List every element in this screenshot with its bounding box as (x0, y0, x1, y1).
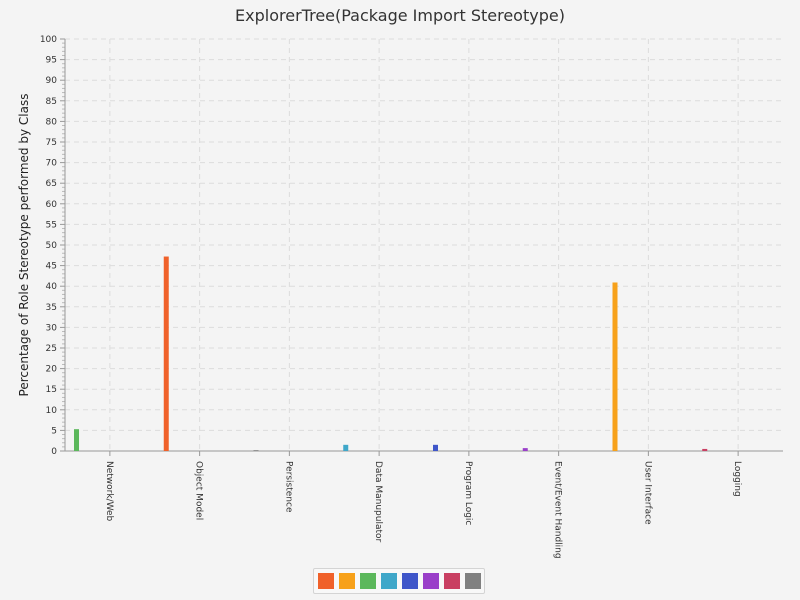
bar (343, 444, 349, 451)
y-tick-label: 70 (46, 159, 58, 169)
y-tick-label: 30 (46, 323, 58, 333)
x-tick-label: Object Model (194, 461, 204, 520)
y-tick-label: 0 (51, 447, 57, 457)
chart-title: ExplorerTree(Package Import Stereotype) (235, 6, 565, 25)
y-tick-label: 5 (51, 426, 57, 436)
grid-lines (65, 38, 783, 452)
legend-swatch (359, 573, 376, 589)
y-tick-label: 10 (46, 406, 58, 416)
bars (74, 256, 708, 451)
y-tick-label: 75 (46, 138, 57, 148)
legend-swatch (464, 573, 481, 589)
y-tick-label: 100 (40, 35, 57, 45)
y-tick-label: 90 (46, 76, 58, 86)
legend-swatch (338, 573, 355, 589)
x-tick-label: Event/Event Handling (553, 461, 563, 559)
bar (612, 282, 618, 451)
y-tick-label: 95 (46, 56, 57, 66)
y-tick-label: 25 (46, 344, 57, 354)
bar (702, 448, 708, 451)
y-tick-label: 20 (46, 365, 58, 375)
x-tick-label: Logging (732, 461, 742, 497)
x-tick-label: Program Logic (463, 461, 473, 525)
y-tick-label: 15 (46, 385, 57, 395)
axes (60, 38, 783, 456)
bar (253, 450, 259, 451)
y-tick-label: 85 (46, 97, 57, 107)
y-tick-label: 80 (46, 117, 58, 127)
bar (522, 448, 528, 451)
y-tick-label: 35 (46, 303, 57, 313)
bar (163, 256, 169, 451)
x-tick-label: Persistence (283, 461, 293, 513)
legend-swatch (317, 573, 334, 589)
legend-swatch (443, 573, 460, 589)
legend-swatch (401, 573, 418, 589)
y-axis-label: Percentage of Role Stereotype performed … (17, 94, 31, 397)
bar (74, 429, 79, 451)
x-tick-label: User Interface (642, 461, 652, 525)
y-tick-label: 40 (46, 282, 58, 292)
x-tick-label: Data Manupulator (373, 461, 383, 543)
legend (313, 568, 485, 594)
y-tick-label: 55 (46, 220, 57, 230)
legend-swatch (380, 573, 397, 589)
legend-swatch (422, 573, 439, 589)
y-tick-label: 45 (46, 262, 57, 272)
y-tick-label: 50 (46, 241, 58, 251)
bar (433, 444, 438, 451)
x-tick-label: Network/Web (104, 461, 114, 522)
y-tick-label: 65 (46, 179, 57, 189)
tick-labels: 0 5 10 15 20 25 30 35 40 45 50 55 60 65 70 75 80 85 90 95 10… (40, 35, 742, 559)
y-tick-label: 60 (46, 200, 58, 210)
